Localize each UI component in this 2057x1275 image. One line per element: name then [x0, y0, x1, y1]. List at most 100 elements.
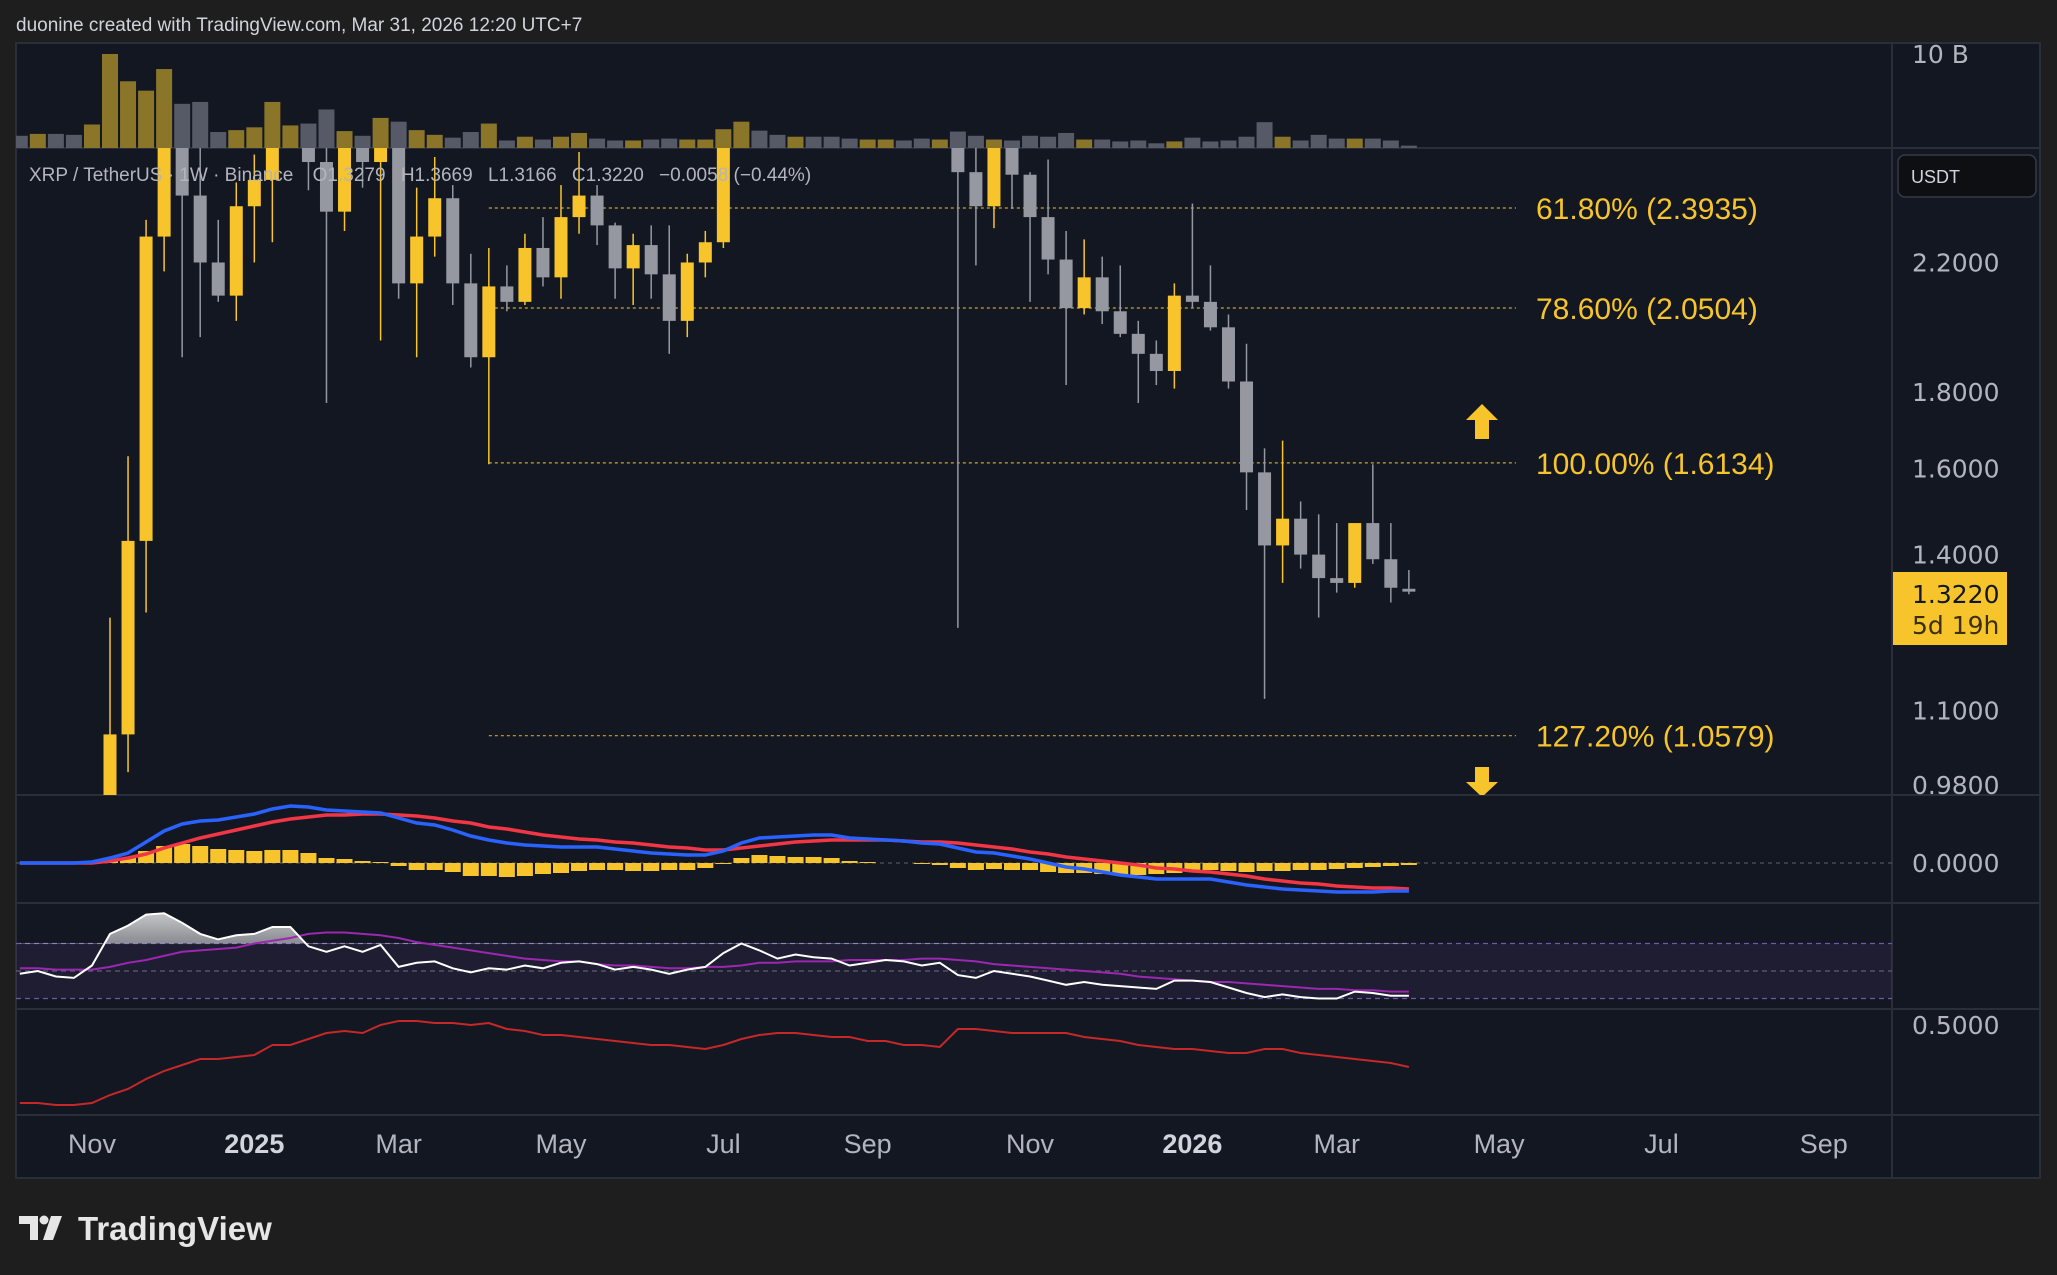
candle	[1131, 320, 1145, 404]
legend-high: H1.3669	[401, 165, 473, 186]
macd-histogram-bar	[444, 863, 461, 872]
rsi-pane[interactable]	[16, 912, 1892, 1000]
volume-bar	[102, 54, 118, 148]
volume-bar	[1166, 141, 1183, 148]
macd-histogram-bar	[390, 863, 407, 866]
volume-bar	[246, 127, 263, 148]
volume-bar	[913, 138, 930, 148]
time-tick-label: Nov	[1006, 1129, 1055, 1159]
candle-body	[969, 172, 983, 207]
candle	[698, 230, 712, 278]
volume-bar	[47, 133, 64, 148]
candle	[608, 222, 622, 299]
candle	[1005, 148, 1019, 209]
volume-bar	[553, 136, 569, 148]
candle	[987, 148, 1001, 229]
candle-body	[1384, 559, 1398, 588]
indicator-line	[19, 1020, 1410, 1106]
volume-bar	[823, 136, 840, 148]
volume-bar	[985, 139, 1002, 148]
volume-bar	[174, 103, 191, 148]
macd-histogram-bar	[300, 853, 317, 863]
macd-histogram-bar	[516, 863, 533, 876]
macd-pane[interactable]	[16, 804, 1892, 894]
volume-bar	[805, 136, 822, 148]
candle-body	[1348, 523, 1362, 583]
volume-bar	[1310, 134, 1327, 148]
candle-body	[193, 195, 207, 263]
volume-bar	[462, 132, 479, 148]
volume-bar	[336, 131, 353, 148]
macd-histogram-bar	[553, 863, 569, 873]
candle	[265, 148, 279, 243]
fib-level-label: 127.20% (1.0579)	[1536, 721, 1775, 754]
rsi-line	[19, 912, 1409, 1000]
volume-bar	[228, 130, 245, 148]
last-price-value: 1.3220	[1912, 580, 1999, 609]
macd-histogram-bar	[679, 863, 696, 870]
candle-body	[319, 162, 333, 212]
macd-histogram-bar	[859, 862, 876, 863]
volume-bar	[1076, 139, 1093, 148]
candle-body	[1258, 472, 1272, 546]
time-tick-label: 2026	[1162, 1129, 1222, 1159]
candle-body	[608, 225, 622, 269]
macd-axis-label: 0.0000	[1912, 849, 1999, 878]
price-pane[interactable]	[13, 0, 1416, 1233]
macd-histogram-bar	[1184, 863, 1201, 871]
macd-histogram-bar	[823, 858, 840, 863]
candle	[1294, 501, 1308, 569]
candle-body	[410, 236, 424, 284]
currency-button[interactable]: USDT	[1897, 154, 2037, 198]
volume-bar	[949, 131, 966, 148]
candle-body	[139, 236, 153, 541]
candle	[662, 225, 676, 354]
price-axis[interactable]: 2.2000 1.8000 1.6000 1.4000 1.1000 0.9800	[1912, 248, 1999, 800]
legend-symbol[interactable]: XRP / TetherUS · 1W · Binance	[29, 165, 293, 186]
arrow-down-icon[interactable]	[1466, 767, 1498, 797]
volume-bar	[787, 136, 804, 148]
candle-body	[1023, 174, 1037, 218]
candle-body	[753, 0, 766, 26]
volume-bar	[1256, 122, 1273, 148]
candle-body	[356, 148, 370, 163]
candle	[410, 187, 424, 358]
currency-button-bg[interactable]	[1897, 154, 2037, 198]
candle	[1113, 265, 1127, 338]
fibonacci-extension[interactable]: 61.80% (2.3935) 78.60% (2.0504) 100.00% (1…	[488, 193, 1775, 754]
volume-pane[interactable]	[12, 54, 1417, 148]
candle	[247, 154, 261, 263]
volume-bar	[679, 139, 696, 148]
price-tick-label: 2.2000	[1912, 248, 1999, 277]
indicator-pane[interactable]	[19, 1020, 1410, 1106]
candle-body	[1077, 277, 1091, 309]
volume-bar	[895, 140, 912, 148]
macd-line	[19, 804, 1409, 894]
macd-histogram-bar	[228, 850, 245, 863]
macd-histogram-bar	[264, 850, 281, 863]
macd-histogram-bar	[661, 863, 678, 870]
time-axis[interactable]: Nov 2025 Mar May Jul Sep Nov 2026 Mar May Jul Sep	[68, 1129, 1848, 1159]
tradingview-logo[interactable]: TradingView	[19, 1210, 272, 1247]
rsi-overbought-fill	[19, 913, 1409, 944]
macd-histogram-bar	[985, 863, 1002, 869]
macd-histogram-bar	[571, 863, 588, 871]
candle	[211, 219, 225, 302]
arrow-up-icon[interactable]	[1466, 404, 1498, 439]
candle	[319, 148, 333, 404]
candle-body	[572, 195, 586, 218]
volume-bar	[1238, 136, 1255, 148]
candle	[536, 217, 550, 287]
candle	[301, 148, 315, 191]
candle	[464, 253, 478, 368]
candle-body	[1095, 277, 1109, 312]
time-tick-label: Sep	[844, 1129, 892, 1159]
candle	[1077, 239, 1091, 315]
macd-histogram-bar	[589, 863, 606, 870]
volume-bar	[1346, 138, 1363, 148]
legend-low: L1.3166	[488, 165, 557, 186]
candle-body	[1131, 333, 1145, 354]
macd-histogram-bar	[1292, 863, 1309, 870]
volume-bar	[210, 132, 227, 148]
